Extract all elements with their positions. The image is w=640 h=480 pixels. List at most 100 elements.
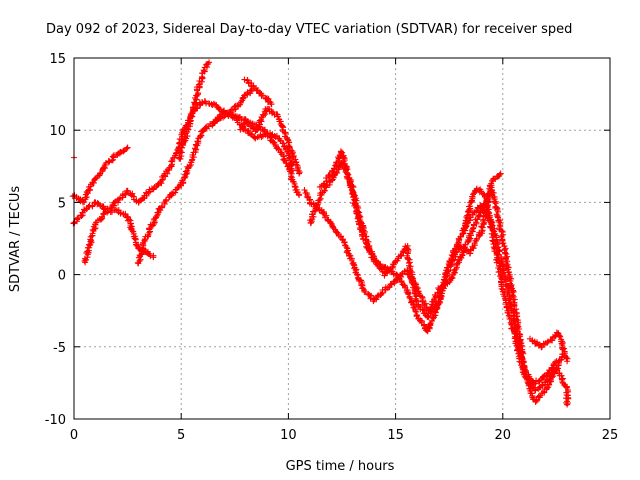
data-point-marker [296, 192, 303, 199]
x-tick-label: 25 [602, 428, 619, 443]
data-point-marker [317, 195, 324, 202]
data-point-marker [268, 101, 275, 108]
data-point-marker [519, 349, 526, 356]
data-point-marker [258, 133, 265, 140]
data-point-marker [141, 237, 148, 244]
data-point-marker [75, 214, 82, 221]
data-point-marker [326, 171, 333, 178]
data-point-marker [427, 321, 434, 328]
x-tick-label: 10 [280, 428, 297, 443]
data-point-marker [325, 172, 332, 179]
data-point-marker [493, 259, 500, 266]
data-point-marker [126, 216, 133, 223]
data-point-marker [343, 244, 350, 251]
data-point-marker [274, 113, 281, 120]
data-point-marker [486, 190, 493, 197]
data-point-marker [550, 369, 557, 376]
data-point-marker [296, 170, 303, 177]
data-point-marker [206, 59, 213, 66]
data-point-marker [374, 293, 381, 300]
data-point-marker [321, 187, 328, 194]
data-point-marker [553, 358, 560, 365]
data-point-marker [256, 117, 263, 124]
data-point-marker [124, 144, 131, 151]
data-point-marker [531, 387, 538, 394]
data-point-marker [513, 313, 520, 320]
data-point-marker [365, 291, 372, 298]
data-point-marker [544, 339, 551, 346]
data-point-marker [384, 269, 391, 276]
data-point-marker [330, 165, 337, 172]
data-point-marker [533, 396, 540, 403]
data-point-marker [234, 102, 241, 109]
data-point-marker [506, 275, 513, 282]
data-point-marker [508, 325, 515, 332]
data-point-marker [479, 224, 486, 231]
data-point-marker [337, 148, 344, 155]
data-point-marker [466, 250, 473, 257]
data-point-marker [353, 209, 360, 216]
data-point-marker [449, 275, 456, 282]
data-point-marker [419, 306, 426, 313]
data-point-marker [557, 333, 564, 340]
data-point-marker [496, 171, 503, 178]
data-point-marker [123, 145, 130, 152]
data-point-marker [181, 133, 188, 140]
data-point-marker [497, 170, 504, 177]
data-point-marker [109, 157, 116, 164]
data-point-marker [492, 240, 499, 247]
data-point-marker [401, 282, 408, 289]
data-point-marker [316, 197, 323, 204]
data-point-marker [564, 358, 571, 365]
data-point-marker [197, 133, 204, 140]
y-tick-label: 0 [58, 269, 66, 284]
data-point-marker [78, 213, 85, 220]
data-point-marker [483, 195, 490, 202]
data-point-marker [359, 233, 366, 240]
data-point-marker [489, 237, 496, 244]
data-point-marker [210, 100, 217, 107]
data-point-marker [556, 332, 563, 339]
data-point-marker [188, 112, 195, 119]
data-point-marker [494, 213, 501, 220]
data-point-marker [99, 213, 106, 220]
data-point-marker [473, 219, 480, 226]
data-point-marker [498, 285, 505, 292]
data-point-marker [478, 205, 485, 212]
data-point-marker [190, 104, 197, 111]
data-point-marker [261, 126, 268, 133]
data-point-marker [378, 290, 385, 297]
data-point-marker [474, 216, 481, 223]
data-point-marker [140, 195, 147, 202]
y-tick-label: 15 [49, 52, 66, 67]
data-point-marker [83, 256, 90, 263]
plot-frame [73, 57, 611, 420]
data-point-marker [470, 245, 477, 252]
data-point-marker [519, 364, 526, 371]
data-point-marker [182, 168, 189, 175]
data-point-marker [436, 286, 443, 293]
data-point-marker [194, 105, 201, 112]
data-point-marker [191, 145, 198, 152]
data-point-marker [186, 163, 193, 170]
data-point-marker [500, 240, 507, 247]
data-point-marker [441, 282, 448, 289]
data-point-marker [473, 236, 480, 243]
data-point-marker [437, 295, 444, 302]
data-point-marker [172, 189, 179, 196]
data-point-marker [238, 98, 245, 105]
data-point-marker [335, 155, 342, 162]
data-point-marker [341, 239, 348, 246]
chart-title: Day 092 of 2023, Sidereal Day-to-day VTE… [46, 22, 572, 37]
x-tick-label: 20 [495, 428, 512, 443]
data-point-marker [354, 271, 361, 278]
data-point-marker [131, 235, 138, 242]
data-point-marker [564, 401, 571, 408]
data-point-marker [551, 333, 558, 340]
data-point-marker [543, 384, 550, 391]
data-point-marker [329, 168, 336, 175]
data-point-marker [372, 258, 379, 265]
data-point-marker [323, 178, 330, 185]
data-point-marker [506, 269, 513, 276]
